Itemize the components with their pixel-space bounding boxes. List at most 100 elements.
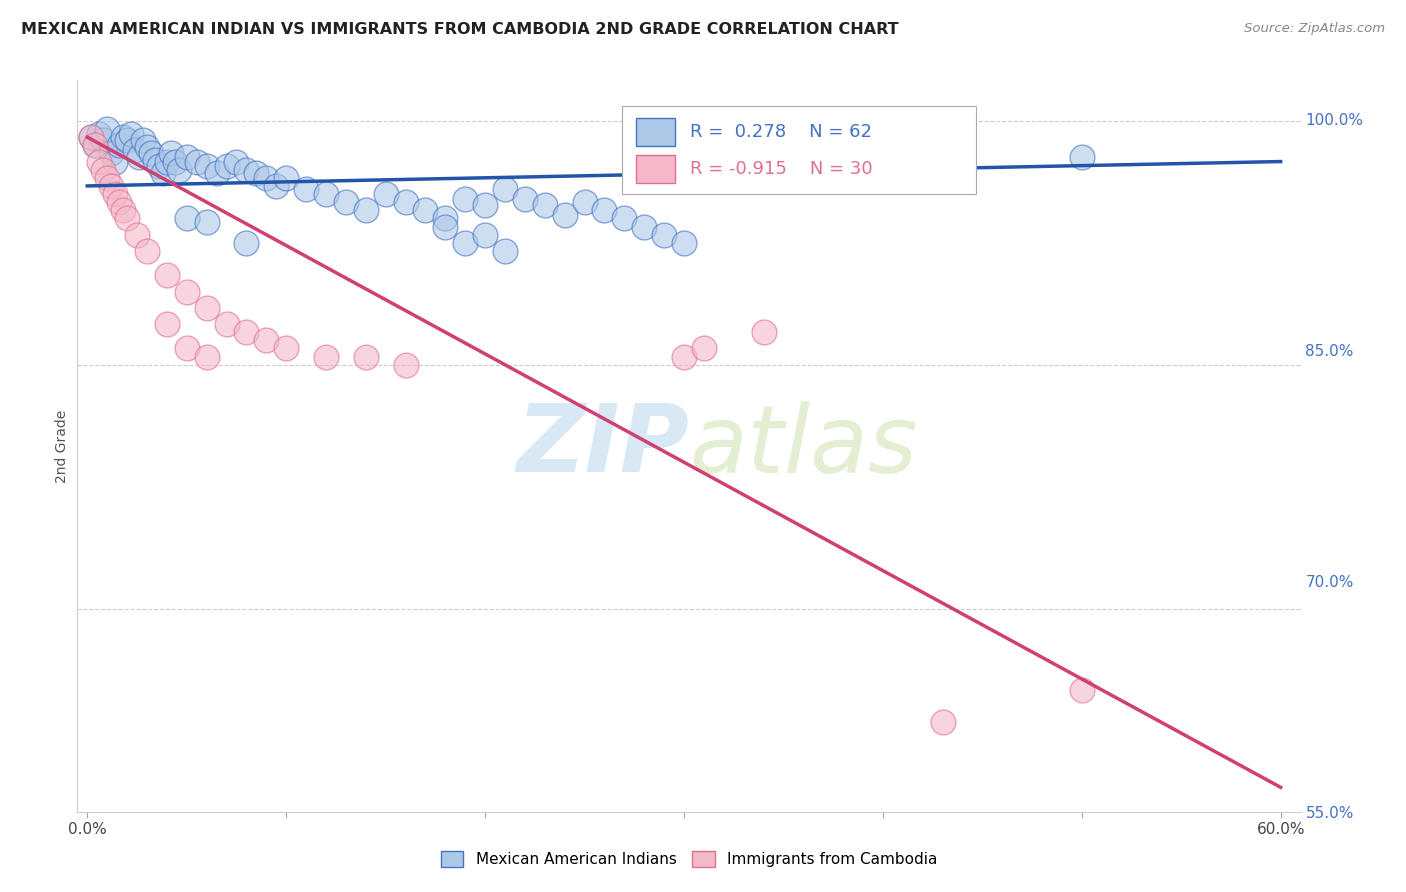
Point bbox=[104, 154, 127, 169]
Point bbox=[474, 227, 496, 242]
Point bbox=[120, 127, 142, 141]
Point bbox=[315, 350, 337, 364]
Text: R = -0.915    N = 30: R = -0.915 N = 30 bbox=[690, 160, 873, 178]
Point bbox=[215, 160, 238, 174]
Legend: Mexican American Indians, Immigrants from Cambodia: Mexican American Indians, Immigrants fro… bbox=[434, 846, 943, 873]
Point bbox=[136, 140, 159, 154]
Point bbox=[163, 154, 186, 169]
Point bbox=[84, 138, 107, 153]
Point bbox=[245, 166, 267, 180]
Point bbox=[100, 178, 122, 193]
Point bbox=[613, 211, 636, 226]
Point bbox=[205, 166, 228, 180]
Point bbox=[374, 187, 396, 202]
Point bbox=[115, 211, 138, 226]
Point bbox=[1070, 682, 1092, 697]
Point bbox=[176, 342, 198, 356]
FancyBboxPatch shape bbox=[637, 119, 675, 146]
Point bbox=[96, 170, 118, 185]
Point bbox=[513, 192, 536, 206]
Point bbox=[454, 192, 477, 206]
Text: Source: ZipAtlas.com: Source: ZipAtlas.com bbox=[1244, 22, 1385, 36]
Point bbox=[574, 195, 596, 210]
FancyBboxPatch shape bbox=[637, 155, 675, 183]
Point bbox=[554, 208, 576, 222]
Point bbox=[254, 334, 277, 348]
Point bbox=[254, 170, 277, 185]
Point bbox=[96, 122, 118, 136]
Point bbox=[80, 130, 103, 145]
Point bbox=[394, 195, 416, 210]
Point bbox=[415, 203, 437, 218]
Point bbox=[354, 350, 377, 364]
Point bbox=[112, 130, 135, 145]
Point bbox=[752, 325, 775, 339]
Point bbox=[195, 215, 218, 229]
Point bbox=[80, 130, 103, 145]
Point bbox=[235, 235, 257, 250]
Point bbox=[89, 154, 111, 169]
Point bbox=[159, 146, 181, 161]
Point bbox=[276, 342, 298, 356]
Point bbox=[315, 187, 337, 202]
Text: ZIP: ZIP bbox=[516, 400, 689, 492]
FancyBboxPatch shape bbox=[621, 106, 976, 194]
Point bbox=[454, 235, 477, 250]
Y-axis label: 2nd Grade: 2nd Grade bbox=[55, 409, 69, 483]
Point bbox=[215, 317, 238, 331]
Point bbox=[91, 133, 114, 147]
Text: atlas: atlas bbox=[689, 401, 917, 491]
Point bbox=[633, 219, 655, 234]
Point bbox=[115, 133, 138, 147]
Point bbox=[128, 150, 150, 164]
Point bbox=[235, 162, 257, 177]
Point bbox=[235, 325, 257, 339]
Point bbox=[434, 219, 457, 234]
Point bbox=[156, 317, 179, 331]
Point bbox=[693, 342, 716, 356]
Point bbox=[494, 182, 516, 196]
Point bbox=[139, 146, 162, 161]
Point bbox=[195, 301, 218, 315]
Point bbox=[335, 195, 357, 210]
Point bbox=[434, 211, 457, 226]
Point bbox=[195, 160, 218, 174]
Point bbox=[91, 162, 114, 177]
Point bbox=[186, 154, 208, 169]
Point bbox=[176, 285, 198, 299]
Point bbox=[84, 138, 107, 153]
Point bbox=[148, 160, 170, 174]
Point bbox=[125, 227, 148, 242]
Point bbox=[124, 143, 146, 157]
Point bbox=[1070, 150, 1092, 164]
Point bbox=[176, 211, 198, 226]
Text: MEXICAN AMERICAN INDIAN VS IMMIGRANTS FROM CAMBODIA 2ND GRADE CORRELATION CHART: MEXICAN AMERICAN INDIAN VS IMMIGRANTS FR… bbox=[21, 22, 898, 37]
Point bbox=[152, 166, 174, 180]
Point bbox=[474, 198, 496, 212]
Point bbox=[112, 203, 135, 218]
Point bbox=[394, 358, 416, 372]
Point bbox=[136, 244, 159, 258]
Point bbox=[295, 182, 318, 196]
Point bbox=[672, 235, 695, 250]
Point bbox=[89, 127, 111, 141]
Point bbox=[167, 162, 190, 177]
Point bbox=[652, 227, 675, 242]
Point bbox=[132, 133, 155, 147]
Point bbox=[494, 244, 516, 258]
Point bbox=[931, 715, 953, 730]
Point bbox=[143, 153, 166, 167]
Point bbox=[672, 350, 695, 364]
Text: R =  0.278    N = 62: R = 0.278 N = 62 bbox=[690, 123, 872, 141]
Point bbox=[593, 203, 616, 218]
Point bbox=[264, 178, 287, 193]
Point bbox=[108, 138, 131, 153]
Point bbox=[100, 146, 122, 161]
Point bbox=[195, 350, 218, 364]
Point bbox=[533, 198, 555, 212]
Point bbox=[156, 154, 179, 169]
Point bbox=[108, 195, 131, 210]
Point bbox=[156, 268, 179, 283]
Point bbox=[354, 203, 377, 218]
Point bbox=[225, 154, 247, 169]
